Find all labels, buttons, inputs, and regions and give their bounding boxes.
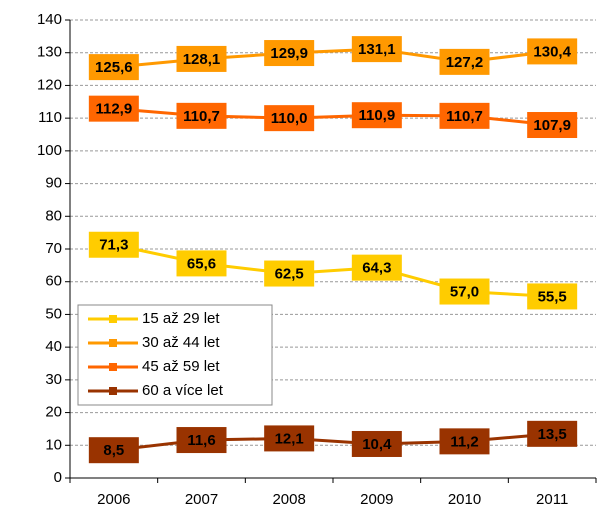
y-tick-label: 20 (45, 404, 62, 421)
data-label: 65,6 (187, 255, 216, 272)
data-label-box (439, 48, 490, 75)
legend-label: 45 až 59 let (142, 358, 220, 375)
data-label: 112,9 (95, 101, 132, 118)
data-label-box (527, 38, 578, 65)
data-label: 12,1 (275, 430, 304, 447)
data-label: 71,3 (99, 237, 128, 254)
data-label-box (264, 260, 315, 287)
legend-marker (109, 339, 117, 347)
y-tick-label: 80 (45, 207, 62, 224)
data-label: 128,1 (183, 51, 221, 68)
data-label: 55,5 (538, 288, 567, 305)
x-tick-label: 2010 (448, 491, 481, 508)
y-tick-label: 110 (38, 109, 62, 126)
y-tick-label: 140 (37, 11, 62, 28)
y-tick-label: 30 (45, 371, 62, 388)
data-label: 125,6 (95, 59, 133, 76)
x-tick-label: 2007 (185, 491, 218, 508)
y-tick-label: 50 (45, 305, 62, 322)
data-label: 131,1 (358, 41, 396, 58)
data-label-box (88, 231, 139, 258)
y-tick-label: 130 (37, 44, 62, 61)
data-label-box (88, 54, 139, 81)
data-label-box (176, 250, 227, 277)
data-label-box (264, 40, 315, 67)
legend-label: 15 až 29 let (142, 310, 220, 327)
legend-label: 30 až 44 let (142, 334, 220, 351)
data-label: 110,7 (183, 108, 220, 125)
legend-label: 60 a více let (142, 382, 224, 399)
data-label-box (351, 430, 402, 457)
data-label-box (88, 95, 139, 122)
data-label: 110,9 (358, 107, 395, 124)
x-tick-label: 2006 (97, 491, 130, 508)
data-label: 11,2 (450, 433, 478, 450)
y-tick-label: 100 (37, 142, 62, 159)
data-label: 57,0 (450, 283, 479, 300)
data-label: 129,9 (270, 45, 308, 62)
y-tick-label: 120 (37, 76, 62, 93)
data-label: 107,9 (533, 117, 571, 134)
data-label: 10,4 (362, 436, 392, 453)
data-label-box (351, 254, 402, 281)
data-label-box (176, 102, 227, 129)
data-label-box (527, 112, 578, 139)
x-tick-label: 2009 (360, 491, 393, 508)
y-tick-label: 70 (45, 240, 62, 257)
data-label: 127,2 (446, 54, 484, 71)
legend: 15 až 29 let 30 až 44 let 45 až 59 let 60 a… (77, 304, 273, 406)
data-label-box (264, 105, 315, 132)
data-label: 8,5 (103, 442, 124, 459)
data-label-box (439, 278, 490, 305)
data-label: 11,6 (187, 432, 215, 449)
legend-marker (109, 387, 117, 395)
data-label-box (176, 427, 227, 454)
data-label-box (176, 45, 227, 72)
data-label: 64,3 (362, 260, 391, 277)
data-label: 62,5 (275, 266, 304, 283)
data-label-box (439, 102, 490, 129)
y-tick-label: 60 (45, 273, 62, 290)
x-tick-label: 2011 (536, 491, 568, 508)
data-label-box (351, 36, 402, 63)
data-label-box (264, 425, 315, 452)
data-label-box (527, 283, 578, 310)
data-label-box (351, 102, 402, 129)
data-label: 110,0 (271, 110, 308, 127)
data-label-box (88, 437, 139, 464)
y-tick-label: 90 (45, 175, 62, 192)
legend-marker (109, 363, 117, 371)
data-label-box (439, 428, 490, 455)
data-label: 130,4 (533, 43, 571, 60)
x-tick-label: 2008 (272, 491, 305, 508)
data-label: 110,7 (446, 108, 483, 125)
y-tick-label: 40 (45, 338, 62, 355)
data-label: 13,5 (538, 426, 567, 443)
y-tick-label: 0 (54, 469, 62, 486)
y-tick-label: 10 (45, 436, 62, 453)
legend-marker (109, 315, 117, 323)
data-label-box (527, 420, 578, 447)
